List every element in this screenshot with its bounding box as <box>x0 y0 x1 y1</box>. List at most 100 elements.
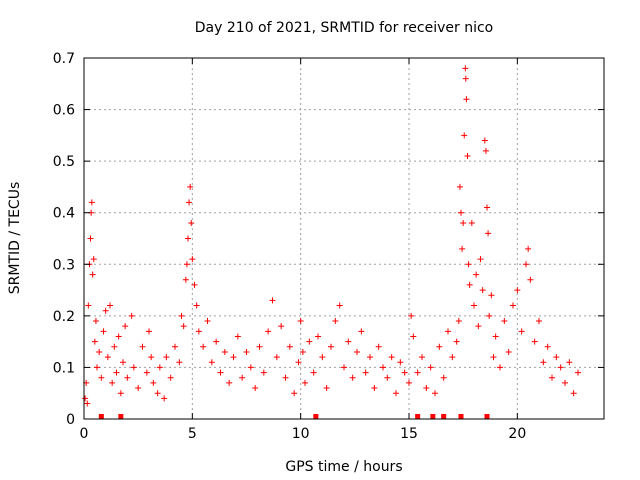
data-point <box>323 385 330 392</box>
data-point <box>295 359 302 366</box>
data-point <box>90 256 97 263</box>
data-point <box>286 343 293 350</box>
data-point <box>297 318 304 325</box>
data-point <box>362 369 369 376</box>
data-point <box>419 354 425 361</box>
gap-marker <box>415 414 421 419</box>
data-point <box>427 364 434 371</box>
data-point <box>226 379 233 386</box>
data-point <box>111 343 118 350</box>
data-point <box>501 318 508 325</box>
data-point <box>185 235 191 242</box>
data-point <box>460 220 467 227</box>
data-point <box>161 395 168 402</box>
data-point <box>260 369 267 376</box>
data-point <box>204 318 211 325</box>
data-point <box>109 379 116 386</box>
data-point <box>456 183 463 190</box>
data-point <box>148 354 155 361</box>
data-point <box>525 245 532 252</box>
data-point <box>221 348 228 355</box>
data-point <box>336 302 343 309</box>
gap-marker <box>118 414 124 419</box>
data-point <box>163 354 170 361</box>
data-point <box>306 338 313 345</box>
data-point <box>549 374 555 381</box>
data-point <box>328 343 334 350</box>
data-point <box>187 183 194 190</box>
data-point <box>531 338 538 345</box>
gap-marker <box>458 414 464 419</box>
data-point <box>523 261 529 268</box>
data-point <box>492 333 499 340</box>
data-point <box>463 96 470 103</box>
data-point <box>488 292 495 299</box>
data-points <box>82 65 581 407</box>
data-point <box>408 312 415 319</box>
gap-marker <box>484 414 490 419</box>
data-point <box>178 312 185 319</box>
data-point <box>299 348 306 355</box>
data-point <box>89 271 96 278</box>
data-point <box>354 348 360 355</box>
data-point <box>120 359 126 366</box>
data-point <box>332 318 339 325</box>
chart-title: Day 210 of 2021, SRMTID for receiver nic… <box>195 20 493 36</box>
data-point <box>371 385 378 392</box>
data-point <box>217 369 224 376</box>
data-point <box>497 364 503 371</box>
data-point <box>384 374 391 381</box>
data-point <box>182 276 189 283</box>
data-point <box>200 343 207 350</box>
data-point <box>514 287 521 294</box>
data-point <box>544 343 551 350</box>
data-point <box>100 328 107 335</box>
data-point <box>87 235 94 242</box>
data-point <box>388 354 395 361</box>
x-tick-label: 5 <box>188 426 197 442</box>
gap-marker <box>441 414 447 419</box>
data-point <box>475 323 482 330</box>
data-point <box>375 343 382 350</box>
data-point <box>410 333 417 340</box>
data-point <box>193 302 200 309</box>
data-point <box>465 261 472 268</box>
x-tick-label: 20 <box>508 426 526 442</box>
y-tick-label: 0 <box>66 412 75 428</box>
y-tick-label: 0.2 <box>53 309 75 325</box>
data-point <box>85 302 92 309</box>
data-point <box>230 354 237 361</box>
y-tick-label: 0.3 <box>53 257 75 273</box>
data-point <box>117 390 124 397</box>
data-point <box>527 276 534 283</box>
data-point <box>213 338 220 345</box>
data-point <box>458 209 464 216</box>
data-point <box>150 379 157 386</box>
data-point <box>82 395 89 402</box>
data-point <box>414 369 421 376</box>
data-point <box>436 343 443 350</box>
data-point <box>349 374 356 381</box>
data-point <box>128 312 135 319</box>
x-tick-label: 15 <box>400 426 418 442</box>
plot-frame <box>83 57 605 420</box>
data-point <box>557 364 564 371</box>
data-point <box>186 199 193 206</box>
data-point <box>449 354 456 361</box>
data-point <box>479 287 486 294</box>
gap-marker <box>98 414 104 419</box>
y-tick-label: 0.6 <box>53 103 75 119</box>
data-point <box>107 302 113 309</box>
data-point <box>234 333 241 340</box>
data-point <box>471 302 477 309</box>
data-point <box>468 220 475 227</box>
data-point <box>156 364 163 371</box>
data-point <box>462 75 469 82</box>
data-point <box>256 343 263 350</box>
data-point <box>302 379 308 386</box>
data-point <box>518 328 525 335</box>
data-point <box>269 297 276 304</box>
data-point <box>146 328 152 335</box>
data-point <box>566 359 573 366</box>
